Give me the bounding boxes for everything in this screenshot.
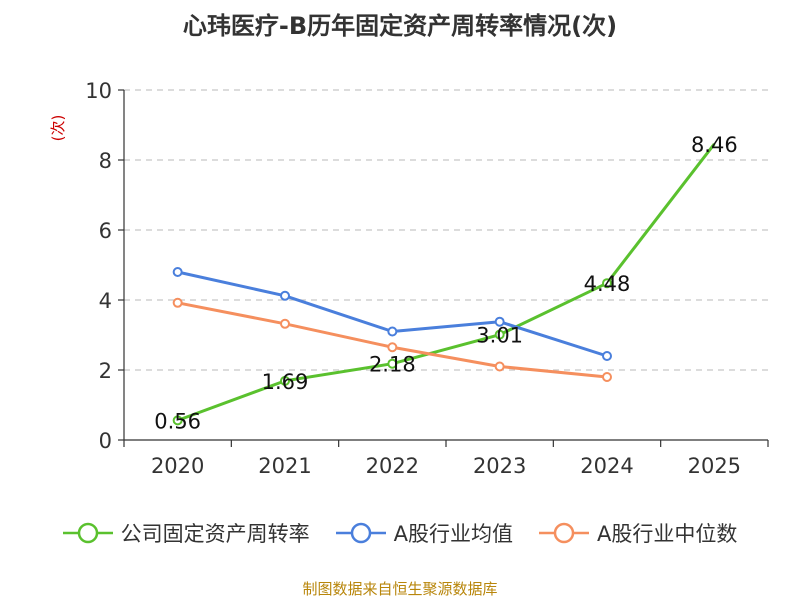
legend: 公司固定资产周转率 A股行业均值 A股行业中位数 [0, 518, 800, 548]
data-point [494, 361, 505, 372]
data-point [172, 297, 183, 308]
data-label: 8.46 [691, 133, 738, 157]
legend-item-company-turnover[interactable]: 公司固定资产周转率 [62, 518, 310, 548]
data-point [172, 415, 183, 426]
y-tick-label: 2 [99, 359, 112, 383]
legend-label: A股行业中位数 [597, 522, 738, 546]
data-point [280, 318, 290, 329]
y-tick-label: 4 [99, 289, 112, 313]
data-point [602, 278, 612, 289]
legend-item-industry-median[interactable]: A股行业中位数 [539, 518, 737, 548]
y-tick-label: 0 [99, 429, 112, 453]
data-label: 1.69 [262, 370, 309, 394]
series-line-company-turnover [177, 142, 716, 422]
data-point [280, 375, 290, 386]
x-tick-label: 2023 [473, 454, 526, 478]
data-point [602, 351, 612, 361]
x-tick-label: 2022 [366, 454, 419, 478]
data-point [387, 326, 398, 337]
y-axis-label: (次) [49, 115, 67, 142]
legend-swatch [539, 522, 589, 544]
data-point [494, 316, 505, 327]
y-tick-label: 6 [99, 219, 112, 243]
data-label: 2.18 [369, 353, 416, 377]
data-point [280, 290, 290, 301]
data-point [494, 329, 505, 340]
data-point [602, 372, 612, 382]
legend-item-industry-mean[interactable]: A股行业均值 [335, 518, 513, 548]
legend-swatch [62, 522, 113, 544]
data-source: 制图数据来自恒生聚源数据库 [302, 580, 498, 598]
legend-swatch [335, 522, 386, 544]
legend-label: A股行业均值 [393, 522, 513, 546]
x-tick-label: 2021 [258, 454, 311, 478]
y-tick-label: 10 [85, 79, 112, 103]
data-point [387, 358, 398, 369]
chart-title: 心玮医疗-B历年固定资产周转率情况(次) [182, 12, 618, 40]
legend-label: 公司固定资产周转率 [120, 522, 310, 546]
data-point [387, 342, 398, 353]
x-tick-label: 2024 [580, 454, 633, 478]
data-label: 3.01 [476, 324, 523, 348]
data-label: 4.48 [584, 272, 631, 296]
y-tick-label: 8 [99, 149, 112, 173]
data-point [172, 267, 183, 277]
x-tick-label: 2020 [151, 454, 204, 478]
x-tick-label: 2025 [688, 454, 741, 478]
data-label: 0.56 [154, 409, 201, 433]
